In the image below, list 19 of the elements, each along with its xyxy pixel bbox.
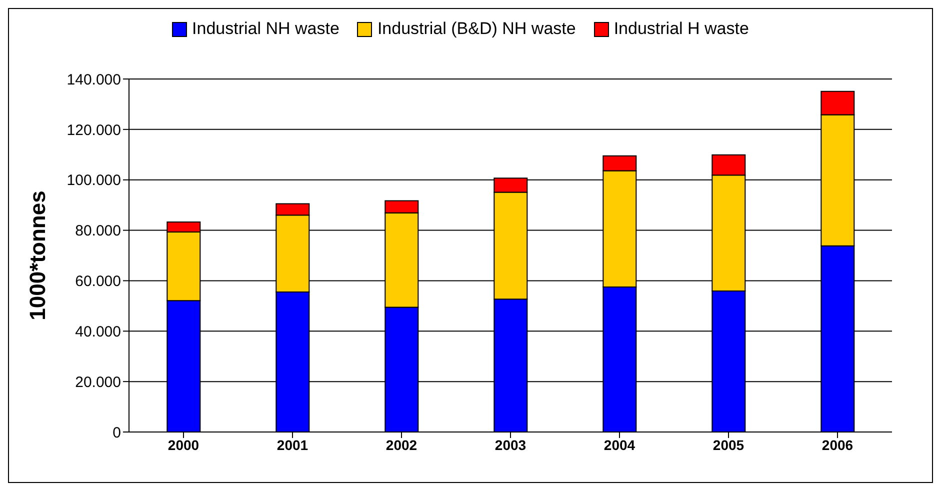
- x-tick-label: 2005: [712, 436, 744, 453]
- x-tick-label: 2002: [386, 436, 418, 453]
- x-tick-label: 2003: [494, 436, 526, 453]
- y-axis-title: 1000*tonnes: [24, 190, 50, 320]
- y-tick-label: 120.000: [66, 122, 121, 139]
- y-tick-label: 60.000: [75, 273, 121, 290]
- x-tick-label: 2000: [168, 436, 200, 453]
- x-tick-label: 2004: [604, 436, 636, 453]
- x-tick-label: 2006: [822, 436, 854, 453]
- y-tick-label: 40.000: [75, 323, 121, 340]
- y-tick-label: 20.000: [75, 374, 121, 391]
- x-tick-label: 2001: [276, 436, 308, 453]
- legend-label: Industrial H waste: [614, 19, 749, 39]
- legend-label: Industrial (B&D) NH waste: [377, 19, 576, 39]
- legend-label: Industrial NH waste: [192, 19, 340, 39]
- y-tick-label: 100.000: [66, 172, 121, 190]
- y-tick-label: 0: [112, 424, 121, 442]
- y-tick-label: 80.000: [75, 222, 121, 240]
- y-tick-label: 140.000: [66, 71, 121, 88]
